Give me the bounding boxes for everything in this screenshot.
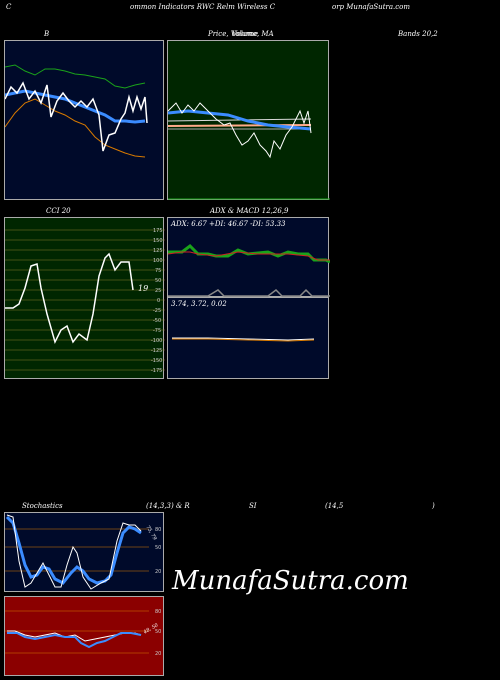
stoch-d-line [5,515,142,585]
rsi-params: (14,5 [325,502,344,510]
stoch-tick-20: 20 [155,569,161,575]
svg-text:50: 50 [155,278,161,284]
macd-label: 3.74, 3.72, 0.02 [171,300,227,308]
svg-text:25: 25 [155,288,161,294]
bollinger-chart [4,40,164,200]
svg-text:-25: -25 [153,308,161,314]
cci-value-label: 19 [138,284,149,293]
cci-title: CCI 20 [46,207,71,215]
ma-line-blue [168,109,312,131]
price-line [168,102,312,159]
stoch-tick-50: 50 [155,545,161,551]
macd-chart [167,297,329,379]
price-ma-plot [168,102,330,200]
bollinger-title: B [44,30,50,38]
stoch-k-line [6,514,142,590]
macd-plot [172,337,315,342]
rsi-plot: 80 50 20 [5,609,161,657]
rsi-title: SI [249,502,257,510]
header-left: C [6,3,12,11]
svg-text:-100: -100 [151,338,162,344]
svg-text:150: 150 [153,238,163,244]
adx-chart [167,217,330,297]
rsi-tick-80: 80 [155,609,161,615]
adx-label: ADX: 6.67 +DI: 46.67 -DI: 53.33 [171,220,286,228]
svg-text:100: 100 [153,258,163,264]
price-ma-title: Price, Volume, MA [208,30,274,38]
stochastics-plot: 80 50 20 [5,514,161,590]
cci-plot: 175 150 125 100 75 50 25 0 -25 -50 -75 -100 -1… [5,228,165,374]
svg-text:-150: -150 [151,358,162,364]
adx-plot [168,244,330,297]
bands-title: Bands 20,2 [398,30,438,38]
stochastics-chart: 80 50 20 [4,512,164,592]
svg-text:125: 125 [153,248,163,254]
price-line [5,81,148,152]
stoch-tick-80: 80 [155,527,161,533]
stoch-params: (14,3,3) & R [146,502,190,510]
header-center: ommon Indicators RWC Relm Wireless C [130,3,276,11]
stochastics-title: Stochastics [22,502,63,510]
bollinger-plot [5,64,148,158]
plus-di-line [168,244,330,264]
middle-band-line [5,89,146,124]
lower-band-line [5,98,146,158]
signal-line [172,338,315,342]
price-ma-chart [167,40,330,200]
svg-text:-75: -75 [153,328,161,334]
price-ma-overlay: Volume [232,30,259,38]
svg-text:75: 75 [155,268,161,274]
rsi-line-blue [7,632,142,649]
minus-di-line [168,251,330,261]
cci-chart: 175 150 125 100 75 50 25 0 -25 -50 -75 -100 -1… [4,217,165,379]
adx-line [168,288,330,297]
rsi-tick-20: 20 [155,651,161,657]
svg-text:-50: -50 [153,318,161,324]
svg-text:-125: -125 [151,348,162,354]
cci-tick: 175 [153,228,163,234]
rsi-tick-50: 50 [155,629,161,635]
rsi-chart: 80 50 20 [4,596,164,676]
adx-macd-title: ADX & MACD 12,26,9 [210,207,289,215]
svg-text:0: 0 [157,298,160,304]
upper-band-line [5,64,146,89]
header-right: orp MunafaSutra.com [332,3,411,11]
rsi-close: ) [432,502,435,510]
watermark: MunafaSutra.com [172,566,409,596]
cci-line [5,252,134,345]
macd-line [172,337,315,341]
svg-text:-175: -175 [151,368,162,374]
